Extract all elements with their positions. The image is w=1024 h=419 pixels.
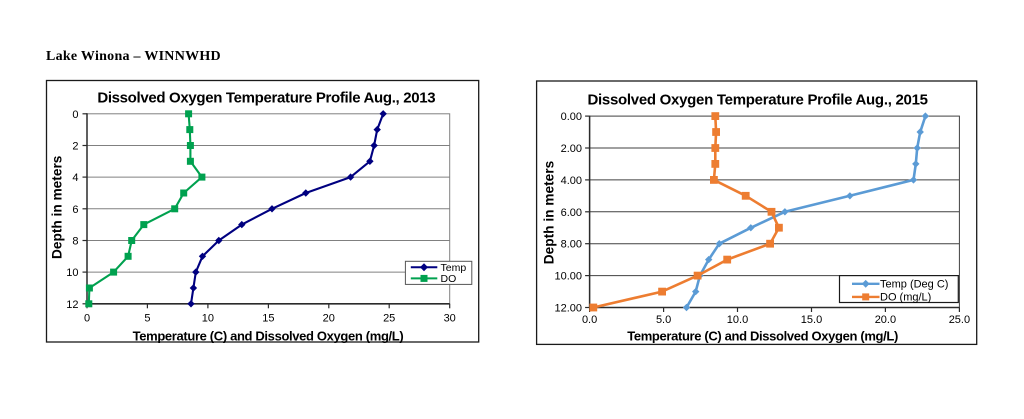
svg-text:25.0: 25.0 xyxy=(949,314,970,326)
svg-text:Depth in meters: Depth in meters xyxy=(541,160,556,264)
svg-text:15.0: 15.0 xyxy=(801,314,822,326)
svg-text:Temperature (C) and Dissolved: Temperature (C) and Dissolved Oxygen (mg… xyxy=(627,328,898,343)
svg-text:0.0: 0.0 xyxy=(582,314,597,326)
svg-text:20.0: 20.0 xyxy=(875,314,896,326)
svg-text:Dissolved Oxygen Temperature P: Dissolved Oxygen Temperature Profile Aug… xyxy=(97,90,435,107)
svg-text:25: 25 xyxy=(383,313,395,325)
svg-text:Temperature (C) and Dissolved: Temperature (C) and Dissolved Oxygen (mg… xyxy=(133,329,404,344)
svg-text:30: 30 xyxy=(444,313,456,325)
svg-text:Dissolved Oxygen Temperature P: Dissolved Oxygen Temperature Profile Aug… xyxy=(587,92,927,109)
svg-text:10.0: 10.0 xyxy=(727,314,748,326)
svg-text:Depth in meters: Depth in meters xyxy=(50,155,65,259)
svg-text:10: 10 xyxy=(202,313,214,325)
svg-text:0: 0 xyxy=(84,313,90,325)
svg-text:4: 4 xyxy=(72,172,78,184)
svg-text:5.0: 5.0 xyxy=(656,314,671,326)
svg-text:DO (mg/L): DO (mg/L) xyxy=(880,292,931,304)
svg-text:4.00: 4.00 xyxy=(561,175,582,187)
svg-text:2: 2 xyxy=(72,141,78,153)
svg-text:6.00: 6.00 xyxy=(561,207,582,219)
svg-text:10.00: 10.00 xyxy=(554,271,582,283)
svg-text:Temp (Deg C): Temp (Deg C) xyxy=(880,279,948,291)
svg-text:15: 15 xyxy=(262,313,274,325)
svg-text:0: 0 xyxy=(72,109,78,121)
svg-text:0.00: 0.00 xyxy=(561,111,582,123)
svg-text:20: 20 xyxy=(323,313,335,325)
svg-text:5: 5 xyxy=(144,313,150,325)
svg-text:8.00: 8.00 xyxy=(561,239,582,251)
svg-text:12: 12 xyxy=(66,299,78,311)
svg-text:Temp: Temp xyxy=(441,262,467,274)
svg-text:12.00: 12.00 xyxy=(554,303,582,315)
svg-text:DO: DO xyxy=(441,273,457,285)
svg-text:2.00: 2.00 xyxy=(561,143,582,155)
svg-text:10: 10 xyxy=(66,267,78,279)
svg-text:6: 6 xyxy=(72,204,78,216)
svg-text:8: 8 xyxy=(72,236,78,248)
